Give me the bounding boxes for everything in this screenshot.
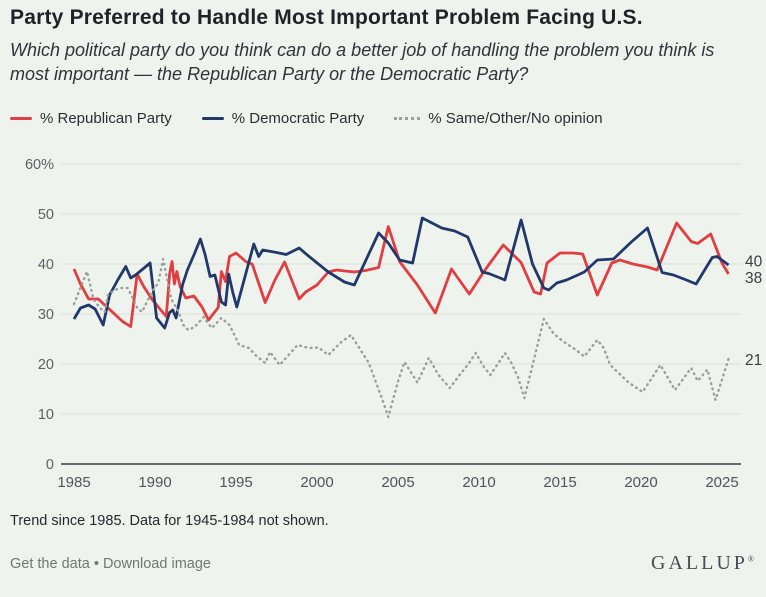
y-tick-label: 10 bbox=[38, 407, 54, 423]
series-line-same-other bbox=[72, 257, 730, 419]
y-tick-label: 50 bbox=[38, 207, 54, 223]
gallup-logo: GALLUP® bbox=[651, 552, 754, 574]
legend-label-republican: % Republican Party bbox=[40, 110, 172, 127]
page-title: Party Preferred to Handle Most Important… bbox=[10, 6, 643, 29]
end-value-label-democratic: 40 bbox=[745, 254, 763, 271]
links-separator: • bbox=[93, 555, 99, 572]
x-tick-label: 2015 bbox=[543, 474, 576, 491]
chart-footnote: Trend since 1985. Data for 1945-1984 not… bbox=[10, 513, 329, 529]
end-value-label-republican: 38 bbox=[745, 270, 762, 287]
registered-mark: ® bbox=[747, 554, 754, 564]
legend-item-republican: % Republican Party bbox=[10, 110, 172, 127]
end-value-label-same-other: 21 bbox=[745, 352, 762, 369]
x-tick-label: 2005 bbox=[381, 474, 414, 491]
series-line-republican bbox=[72, 221, 730, 328]
x-tick-label: 2020 bbox=[624, 474, 657, 491]
y-tick-label: 20 bbox=[38, 357, 54, 373]
footer-links: Get the data • Download image bbox=[10, 556, 211, 572]
chart-legend: % Republican Party % Democratic Party % Sa… bbox=[10, 110, 603, 127]
x-tick-label: 1995 bbox=[219, 474, 252, 491]
x-tick-label: 1985 bbox=[57, 474, 90, 491]
y-tick-label: 30 bbox=[38, 307, 54, 323]
legend-swatch-democratic bbox=[201, 117, 224, 120]
footer-bar: Get the data • Download image GALLUP® bbox=[10, 552, 754, 575]
x-tick-label: 2010 bbox=[462, 474, 495, 491]
legend-swatch-same-other bbox=[394, 117, 421, 120]
y-tick-label: 0 bbox=[46, 457, 54, 473]
download-image-link[interactable]: Download image bbox=[102, 555, 211, 572]
legend-label-democratic: % Democratic Party bbox=[231, 110, 365, 127]
x-tick-label: 2025 bbox=[705, 474, 738, 491]
legend-label-same-other: % Same/Other/No opinion bbox=[428, 110, 603, 127]
legend-item-democratic: % Democratic Party bbox=[201, 110, 365, 127]
x-tick-label: 2000 bbox=[300, 474, 333, 491]
legend-item-same-other: % Same/Other/No opinion bbox=[394, 110, 603, 127]
legend-swatch-republican bbox=[10, 117, 32, 120]
x-tick-label: 1990 bbox=[138, 474, 171, 491]
y-tick-label: 60% bbox=[25, 157, 54, 173]
get-the-data-link[interactable]: Get the data bbox=[10, 555, 90, 572]
page-subtitle: Which political party do you think can d… bbox=[10, 40, 715, 84]
y-tick-label: 40 bbox=[38, 257, 54, 273]
